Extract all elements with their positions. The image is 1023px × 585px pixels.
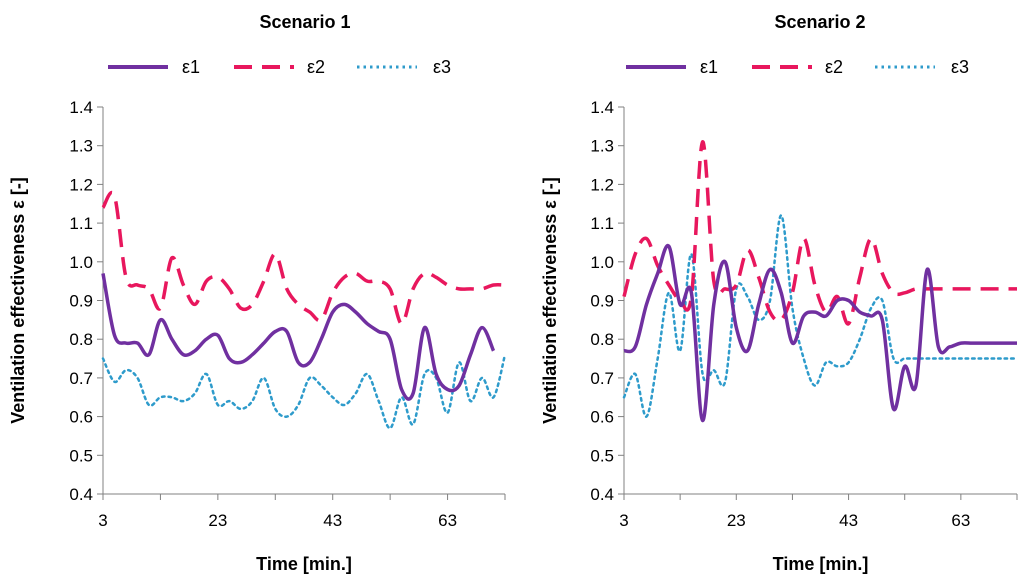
y-tick-label: 1.1 [590, 214, 614, 233]
y-tick-label: 1.0 [590, 253, 614, 272]
x-tick-label: 63 [951, 511, 970, 530]
x-axis-label: Time [min.] [773, 554, 869, 574]
x-tick-label: 23 [727, 511, 746, 530]
chart-panel-2: Scenario 2 ε1 ε2 ε3 0.4 0.5 0.6 0.7 0.8 0.9 1.0 1.1… [540, 12, 1019, 574]
series-line-ε1 [101, 273, 496, 401]
y-tick-label: 1.4 [69, 98, 93, 117]
y-tick-label: 0.4 [69, 485, 93, 504]
x-tick-label: 3 [98, 511, 107, 530]
y-tick-label: 0.9 [69, 292, 93, 311]
y-axis-label: Ventilation effectiveness ε [-] [540, 177, 560, 424]
x-tick-label: 63 [438, 511, 457, 530]
legend-label-3: ε3 [951, 57, 969, 77]
y-tick-label: 0.6 [69, 408, 93, 427]
y-tick-label: 0.8 [590, 330, 614, 349]
chart-panel-1: Scenario 1 ε1 ε2 ε3 0.4 0.5 0.6 0.7 0.8 0.9 1.0 1.1… [8, 12, 507, 574]
y-tick-label: 1.3 [69, 137, 93, 156]
y-tick-label: 1.0 [69, 253, 93, 272]
legend-label-1: ε1 [182, 57, 200, 77]
y-tick-label: 1.2 [69, 175, 93, 194]
series-line-ε1 [623, 243, 1017, 423]
x-axis-label: Time [min.] [256, 554, 352, 574]
legend-label-1: ε1 [700, 57, 718, 77]
series-line-ε2 [622, 140, 1017, 326]
x-tick-label: 23 [208, 511, 227, 530]
x-tick-label: 43 [323, 511, 342, 530]
y-tick-label: 1.2 [590, 175, 614, 194]
series-line-ε2 [101, 190, 506, 326]
y-tick-label: 1.3 [590, 137, 614, 156]
legend-label-2: ε2 [307, 57, 325, 77]
x-tick-label: 3 [619, 511, 628, 530]
chart-title: Scenario 1 [259, 12, 350, 32]
legend: ε1 ε2 ε3 [108, 57, 451, 77]
legend-label-2: ε2 [825, 57, 843, 77]
y-tick-label: 0.9 [590, 292, 614, 311]
y-tick-label: 0.5 [69, 446, 93, 465]
y-tick-label: 0.7 [69, 369, 93, 388]
y-tick-label: 1.1 [69, 214, 93, 233]
y-tick-label: 0.4 [590, 485, 614, 504]
series-line-ε3 [622, 214, 1019, 418]
y-tick-label: 0.7 [590, 369, 614, 388]
y-tick-label: 0.6 [590, 408, 614, 427]
y-tick-label: 0.5 [590, 446, 614, 465]
chart-title: Scenario 2 [774, 12, 865, 32]
y-axis-label: Ventilation effectiveness ε [-] [8, 177, 28, 424]
legend-label-3: ε3 [433, 57, 451, 77]
y-tick-label: 1.4 [590, 98, 614, 117]
x-tick-label: 43 [839, 511, 858, 530]
y-tick-label: 0.8 [69, 330, 93, 349]
legend: ε1 ε2 ε3 [626, 57, 969, 77]
